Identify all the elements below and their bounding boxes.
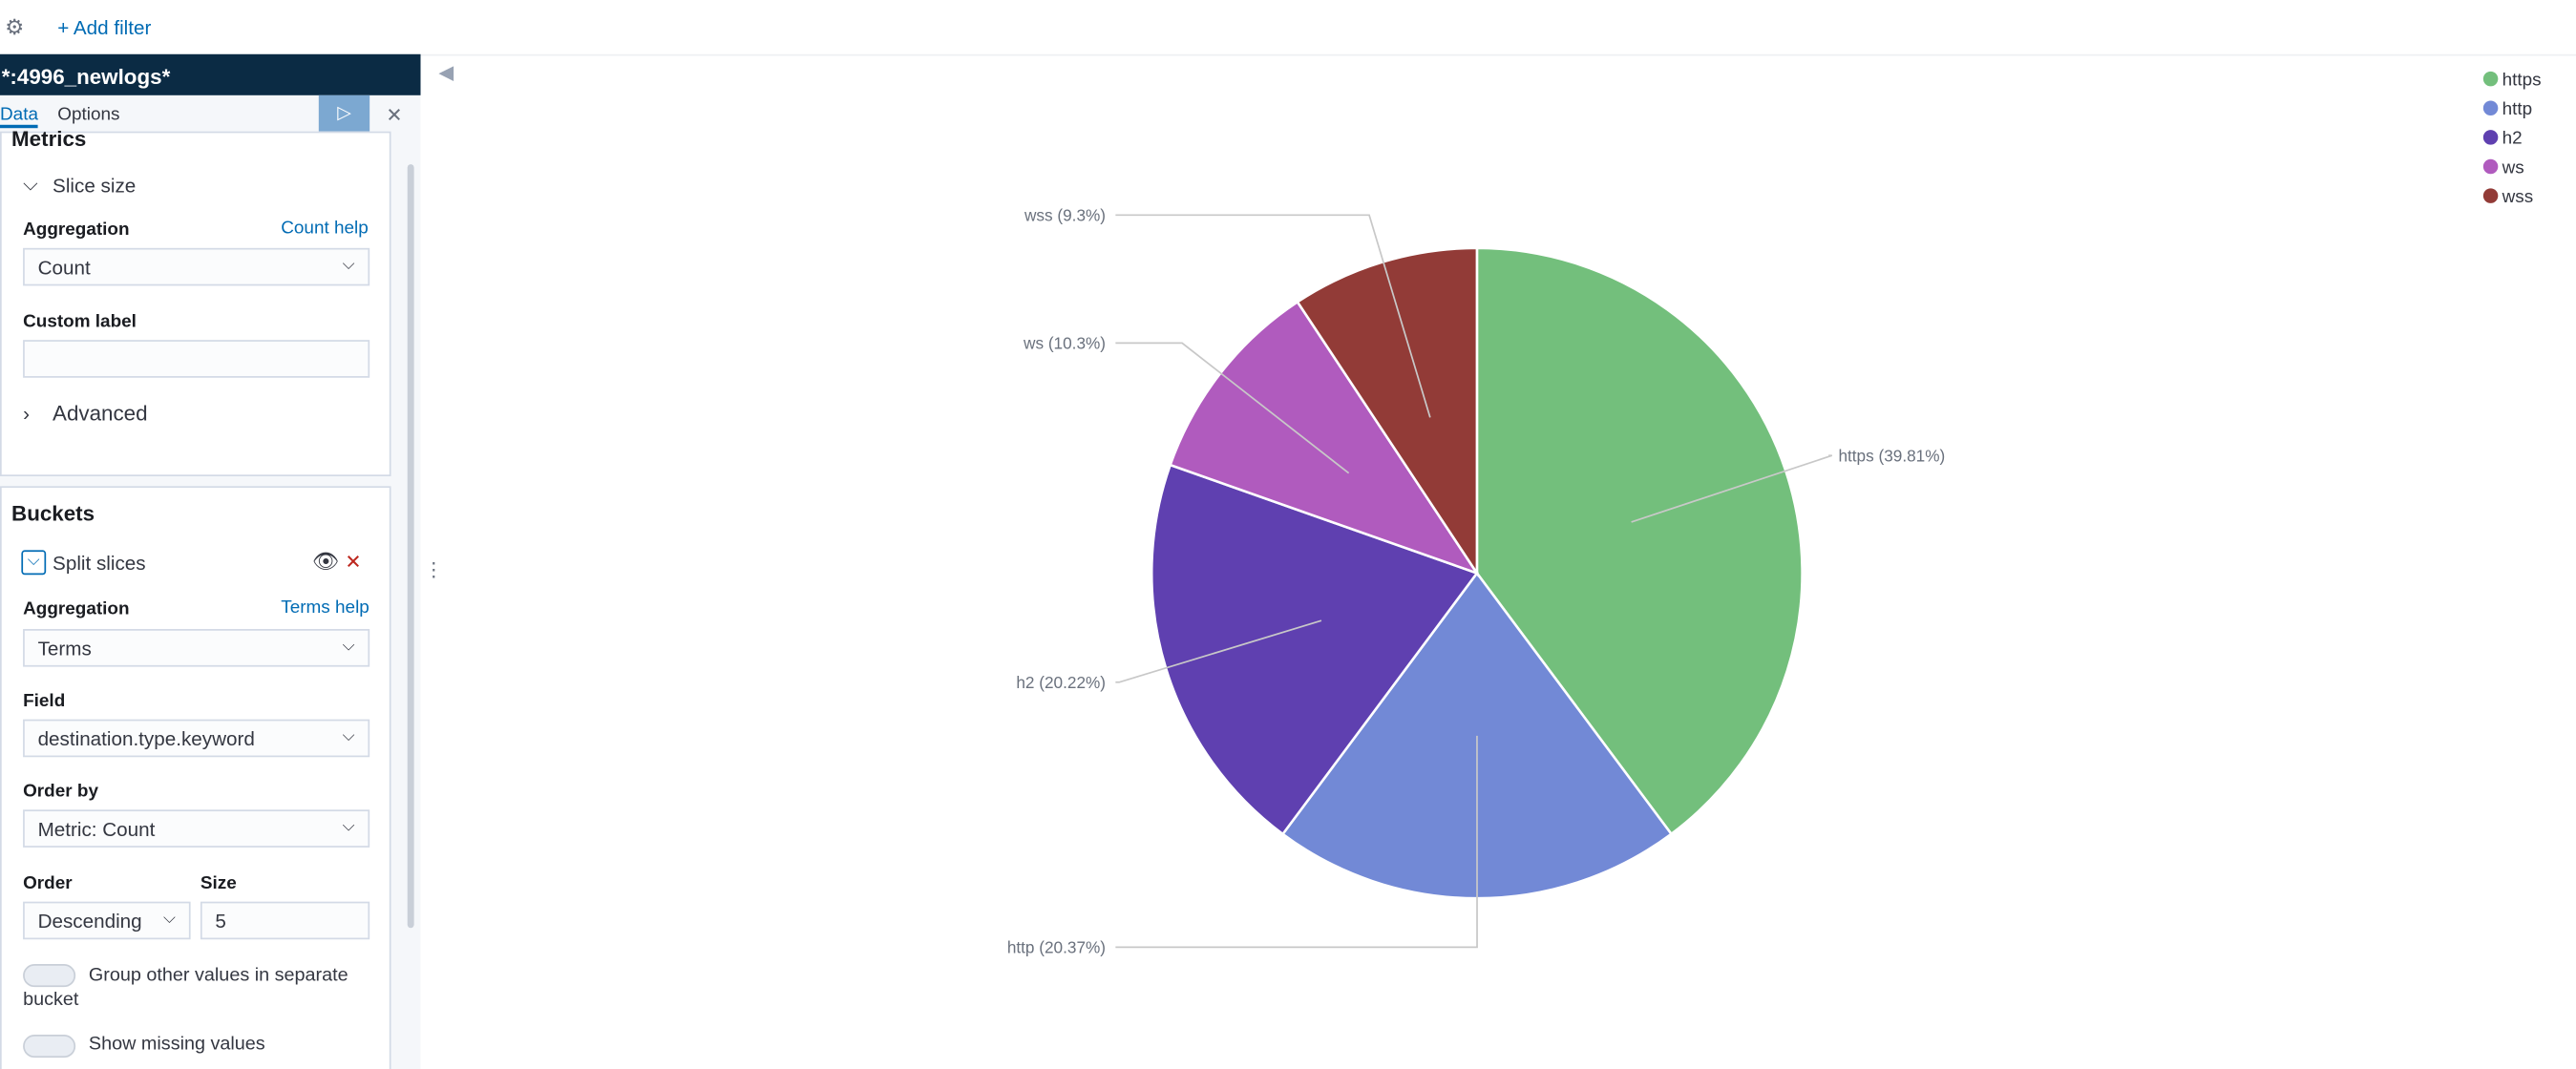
- accordion-title[interactable]: Advanced: [53, 400, 148, 426]
- help-link[interactable]: Count help: [281, 218, 369, 239]
- index-header: [0, 53, 421, 95]
- slice-label: http (20.37%): [1007, 937, 1106, 956]
- section-title: Buckets: [11, 500, 95, 526]
- leader-line: [1115, 214, 1431, 418]
- chevron[interactable]: ⌵: [23, 172, 38, 196]
- apply-button[interactable]: ▷: [318, 94, 370, 134]
- legend-swatch: [2482, 71, 2499, 87]
- tab[interactable]: Data: [0, 105, 39, 129]
- text-input[interactable]: [23, 340, 370, 378]
- chevron[interactable]: ›: [23, 402, 30, 426]
- accordion-title[interactable]: Split slices: [53, 552, 146, 576]
- leader-line: [1631, 454, 1833, 523]
- switch-label: Group other values in separate bucket: [23, 965, 348, 1011]
- leader-line: [1115, 735, 1478, 949]
- select-value: Count: [37, 256, 91, 280]
- select[interactable]: Descending ⌵: [23, 901, 191, 940]
- chevron: ⌵: [342, 256, 355, 275]
- select[interactable]: Count ⌵: [23, 247, 370, 286]
- section-title: Metrics: [11, 126, 87, 152]
- slice-label: ws (10.3%): [1023, 333, 1106, 352]
- select-value: Terms: [37, 637, 92, 660]
- select[interactable]: Terms ⌵: [23, 629, 370, 667]
- field-label: Aggregation: [23, 220, 130, 241]
- leader-line: [1115, 342, 1350, 474]
- add-filter[interactable]: + Add filter: [57, 16, 152, 40]
- select-value: Metric: Count: [37, 817, 156, 841]
- select-value: Descending: [37, 910, 142, 933]
- legend-label: https: [2502, 70, 2542, 90]
- switch[interactable]: [23, 964, 76, 988]
- tab[interactable]: Options: [57, 105, 120, 125]
- legend-label: h2: [2502, 129, 2523, 149]
- select-value: destination.type.keyword: [37, 727, 255, 751]
- legend-label: http: [2502, 99, 2533, 119]
- scrollbar: [407, 164, 414, 929]
- chevron: ⌵: [342, 817, 355, 836]
- switch[interactable]: [23, 1035, 76, 1059]
- field-label: Custom label: [23, 311, 137, 332]
- index-pattern: *:4996_newlogs*: [1, 64, 171, 89]
- resize-handle[interactable]: ⋮: [423, 558, 444, 582]
- field-label: Size: [200, 873, 237, 894]
- filter-bar: [0, 0, 2576, 56]
- help-link[interactable]: Terms help: [281, 597, 370, 618]
- select[interactable]: destination.type.keyword ⌵: [23, 719, 370, 758]
- toggle-icon[interactable]: 👁: [311, 548, 340, 574]
- field-label: Order: [23, 873, 73, 894]
- collapse-icon[interactable]: ◀: [438, 60, 454, 84]
- settings-icon[interactable]: ⚙: [5, 14, 25, 40]
- leader-line: [1115, 619, 1322, 683]
- metrics-panel: [0, 131, 391, 477]
- chevron: ⌵: [342, 637, 355, 656]
- legend-swatch: [2482, 158, 2499, 175]
- field-label: Aggregation: [23, 599, 130, 619]
- legend-label: ws: [2502, 157, 2524, 178]
- chevron: ⌵: [163, 910, 177, 929]
- close-button[interactable]: ✕: [386, 103, 403, 127]
- slice-label: h2 (20.22%): [1016, 673, 1106, 692]
- switch-label: Show missing values: [88, 1035, 265, 1055]
- slice-label: https (39.81%): [1838, 446, 1945, 465]
- select[interactable]: Metric: Count ⌵: [23, 809, 370, 848]
- field-label: Order by: [23, 782, 99, 802]
- input-value: 5: [215, 910, 226, 933]
- number-input[interactable]: 5: [200, 901, 370, 940]
- chevron[interactable]: ⌵: [21, 550, 47, 576]
- slice-label: wss (9.3%): [1024, 205, 1106, 224]
- legend-label: wss: [2502, 187, 2534, 207]
- legend-swatch: [2482, 188, 2499, 203]
- legend-swatch: [2482, 100, 2499, 115]
- chevron: ⌵: [342, 727, 355, 746]
- field-label: Field: [23, 691, 66, 712]
- remove-icon[interactable]: ✕: [345, 550, 362, 574]
- legend-swatch: [2482, 130, 2499, 145]
- accordion-title[interactable]: Slice size: [53, 174, 137, 198]
